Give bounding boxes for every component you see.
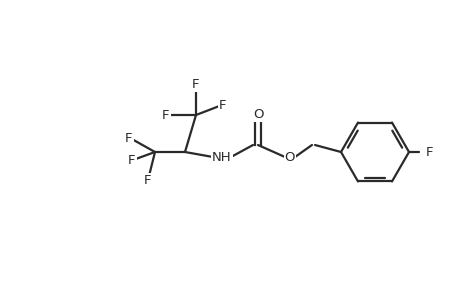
Text: F: F	[192, 77, 199, 91]
Text: O: O	[253, 107, 263, 121]
Text: NH: NH	[212, 151, 231, 164]
Text: F: F	[128, 154, 135, 166]
Text: F: F	[425, 146, 433, 158]
Text: F: F	[219, 98, 226, 112]
Text: O: O	[284, 151, 295, 164]
Text: F: F	[162, 109, 169, 122]
Text: F: F	[125, 131, 133, 145]
Text: F: F	[144, 175, 151, 188]
